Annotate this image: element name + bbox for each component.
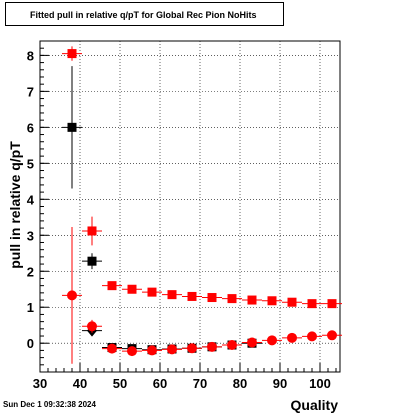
y-tick-label: 4 xyxy=(27,192,35,207)
data-point-circle xyxy=(67,290,77,301)
plot-frame xyxy=(39,40,341,373)
data-point-square xyxy=(167,290,177,300)
x-axis-label: Quality xyxy=(291,397,339,413)
data-point-square xyxy=(207,293,217,303)
data-point-square xyxy=(87,226,97,236)
x-tick-label: 40 xyxy=(73,376,87,391)
data-point-square xyxy=(87,256,97,266)
x-tick-label: 100 xyxy=(309,376,331,391)
data-point-circle xyxy=(307,331,317,342)
data-point-circle xyxy=(327,330,337,341)
data-point-circle xyxy=(207,341,217,352)
y-tick-label: 6 xyxy=(27,120,34,135)
x-tick-label: 50 xyxy=(113,376,127,391)
chart-title: Fitted pull in relative q/pT for Global … xyxy=(5,2,284,26)
y-tick-label: 3 xyxy=(27,228,34,243)
data-point-circle xyxy=(267,335,277,346)
x-tick-label: 70 xyxy=(193,376,207,391)
data-point-square xyxy=(147,287,157,297)
y-tick-label: 2 xyxy=(27,264,34,279)
data-point-square xyxy=(307,299,317,309)
data-point-square xyxy=(247,295,257,305)
y-tick-label: 8 xyxy=(27,48,34,63)
data-point-circle xyxy=(287,332,297,343)
x-tick-label: 90 xyxy=(273,376,287,391)
data-point-square xyxy=(227,294,237,304)
data-point-circle xyxy=(147,345,157,356)
data-point-square xyxy=(287,297,297,307)
data-point-circle xyxy=(227,340,237,351)
axes: 30 40 50 60 70 80 90 100 0 1 2 3 4 5 6 7 8 xyxy=(27,40,337,391)
data-point-square xyxy=(267,296,277,306)
data-point-square xyxy=(327,299,337,309)
data-point-square xyxy=(127,284,137,294)
data-point-square xyxy=(107,281,117,291)
grid-lines xyxy=(40,41,340,372)
data-point-circle xyxy=(87,321,97,332)
x-tick-label: 30 xyxy=(33,376,47,391)
y-tick-label: 5 xyxy=(27,156,34,171)
data-point-square xyxy=(67,122,77,132)
data-point-square xyxy=(67,49,77,59)
data-point-circle xyxy=(127,346,137,357)
x-tick-label: 60 xyxy=(153,376,167,391)
data-point-circle xyxy=(187,343,197,354)
data-point-circle xyxy=(107,343,117,354)
x-tick-label: 80 xyxy=(233,376,247,391)
y-tick-label: 7 xyxy=(27,84,34,99)
y-tick-label: 0 xyxy=(27,336,34,351)
timestamp: Sun Dec 1 09:32:38 2024 xyxy=(3,400,96,409)
data-point-circle xyxy=(167,344,177,355)
data-point-square xyxy=(187,291,197,301)
y-axis-label: pull in relative q/pT xyxy=(7,141,23,269)
data-point-circle xyxy=(247,337,257,348)
data-marks xyxy=(62,46,342,364)
y-tick-label: 1 xyxy=(27,300,34,315)
